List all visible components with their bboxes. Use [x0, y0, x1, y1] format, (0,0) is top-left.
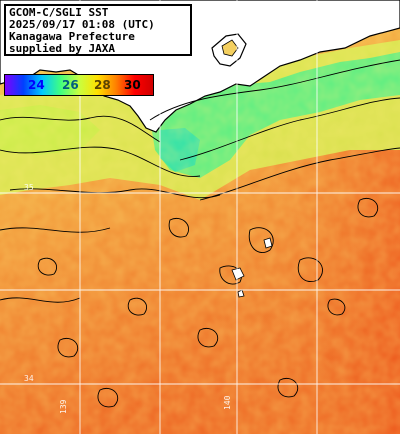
grid-label-lat-35: 35 — [24, 183, 34, 192]
grid-label-lon-139: 139 — [59, 399, 68, 414]
grid-label-lon-140: 140 — [223, 395, 232, 410]
legend-label-28: 28 — [94, 78, 111, 92]
legend-label-30: 30 — [124, 78, 141, 92]
temperature-legend: 24 26 28 30 — [4, 74, 154, 96]
legend-color-bar — [5, 75, 153, 95]
title-line-region: Kanagawa Prefecture — [9, 30, 135, 43]
title-box: GCOM-C/SGLI SST 2025/09/17 01:08 (UTC) K… — [4, 4, 192, 56]
title-line-product: GCOM-C/SGLI SST — [9, 6, 109, 19]
islands — [231, 237, 273, 298]
legend-label-24: 24 — [28, 78, 45, 92]
isotherm-lines — [0, 59, 400, 408]
grid-label-lat-34: 34 — [24, 374, 34, 383]
title-line-credit: supplied by JAXA — [9, 42, 115, 55]
title-line-datetime: 2025/09/17 01:08 (UTC) — [9, 18, 155, 31]
land-peninsula-inner — [221, 39, 239, 57]
legend-label-26: 26 — [62, 78, 79, 92]
